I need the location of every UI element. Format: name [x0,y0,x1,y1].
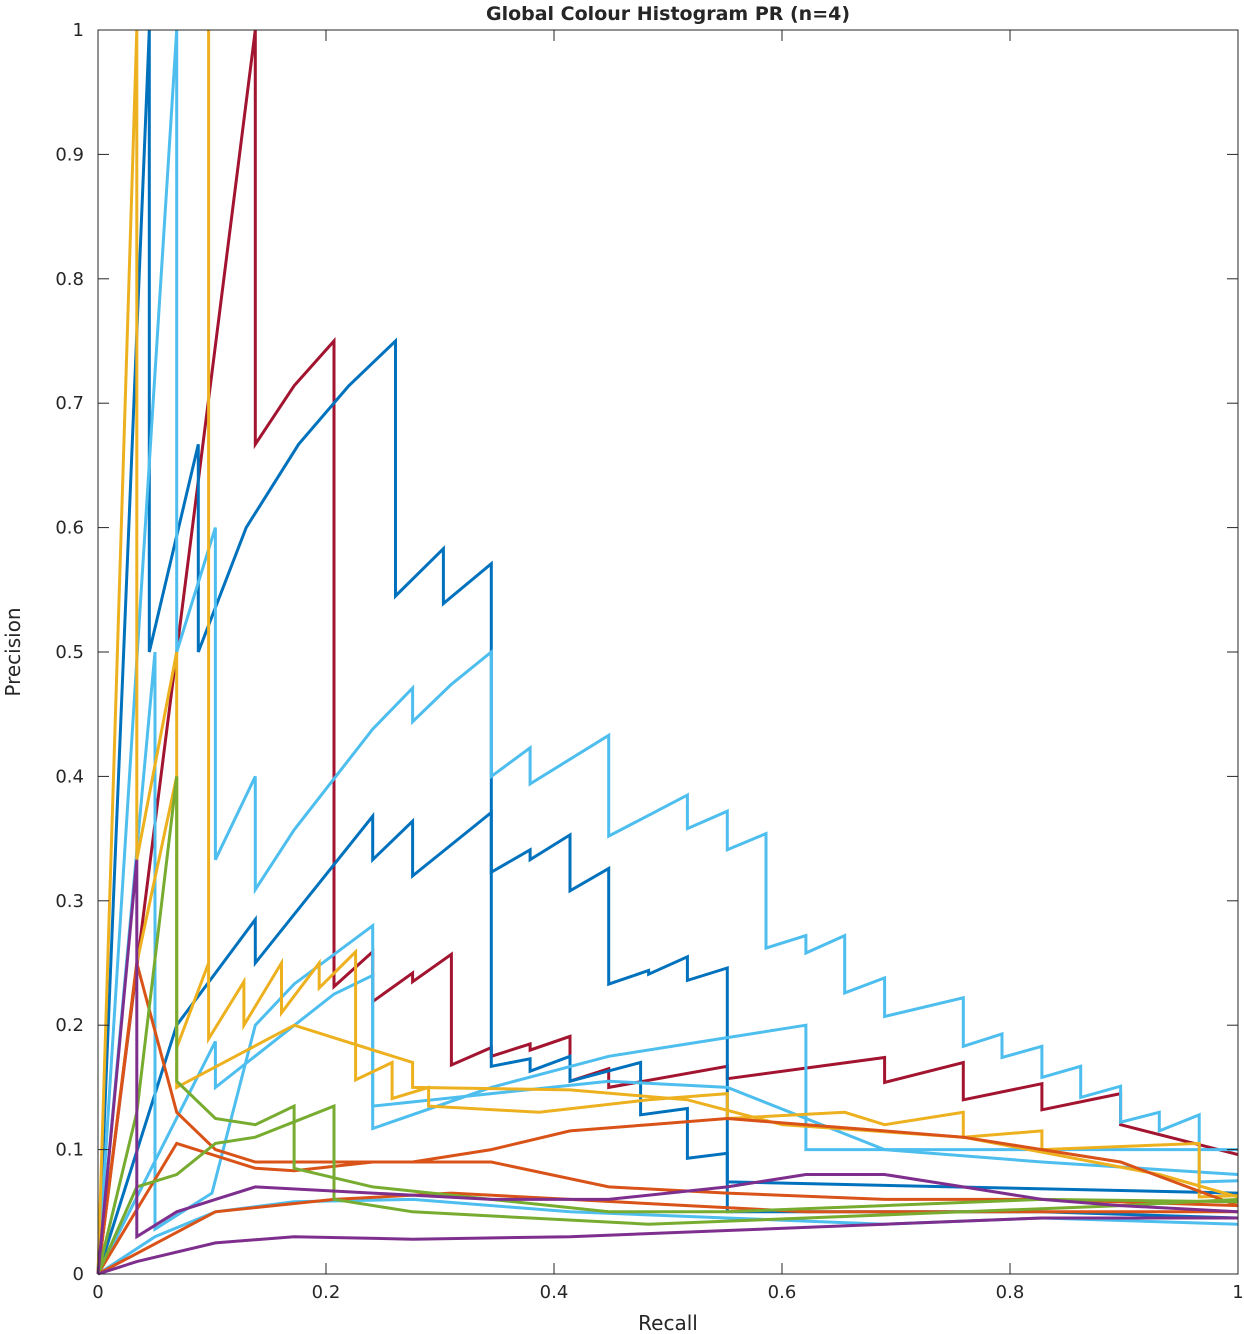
x-tick-label: 0.6 [768,1282,797,1303]
y-tick-label: 0.6 [55,518,84,539]
series-line-8 [96,29,1239,1275]
series-line-4 [96,29,1239,1275]
series-line-6 [96,973,1239,1275]
y-tick-label: 0.1 [55,1140,84,1161]
series-line-3 [96,809,1239,1275]
y-tick-label: 0 [73,1264,84,1285]
y-tick-label: 0.9 [55,144,84,165]
series-line-14 [96,1103,1239,1275]
series-line-16 [97,1216,1238,1276]
x-tick-label: 0 [92,1282,103,1303]
series-line-15 [96,859,1239,1275]
series-line-1 [96,29,1239,1275]
y-axis-label: Precision [1,607,25,696]
y-tick-label: 0.7 [55,393,84,414]
y-tick-label: 1 [73,20,84,41]
series-layer [96,29,1239,1276]
x-tick-label: 0.4 [540,1282,569,1303]
y-tick-label: 0.3 [55,891,84,912]
series-line-10 [96,962,1239,1275]
x-tick-label: 0.2 [312,1282,341,1303]
tick-layer: 0 0.2 0.4 0.6 0.8 1 0 0.1 0.2 0.3 0.4 0.5 0.6 0.7 0.8 0… [55,20,1243,1303]
series-line-12 [97,1191,1238,1276]
series-line-13 [96,776,1239,1275]
x-axis-label: Recall [638,1311,698,1334]
chart-title: Global Colour Histogram PR (n=4) [486,3,850,25]
y-tick-label: 0.5 [55,642,84,663]
y-tick-label: 0.4 [55,766,84,787]
x-tick-label: 1 [1232,1282,1243,1303]
series-line-5 [96,651,1238,1275]
x-tick-label: 0.8 [996,1282,1025,1303]
y-tick-label: 0.2 [55,1015,84,1036]
y-tick-label: 0.8 [55,269,84,290]
series-line-11 [96,1141,1239,1275]
